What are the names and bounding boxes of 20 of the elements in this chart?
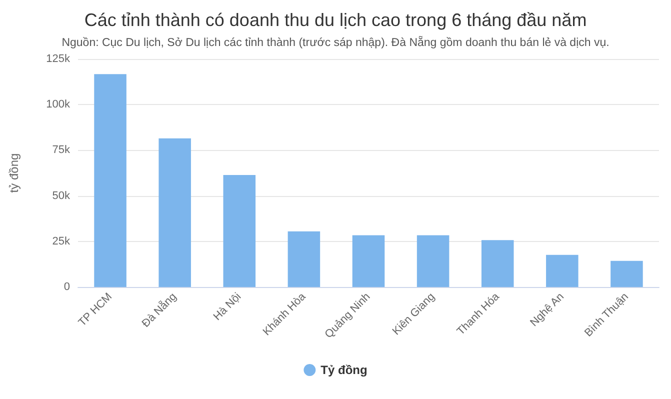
bar xyxy=(610,260,643,287)
y-tick-label: 75k xyxy=(52,144,70,156)
y-tick-label: 125k xyxy=(46,53,70,65)
bar xyxy=(416,235,450,287)
y-tick-label: 100k xyxy=(46,98,70,111)
bar xyxy=(288,231,320,287)
bar xyxy=(352,235,385,287)
bar xyxy=(481,240,514,287)
legend-label: Tỷ đồng xyxy=(320,363,368,377)
y-tick-label: 25k xyxy=(52,235,70,248)
chart-title: Các tỉnh thành có doanh thu du lịch cao trong 6 tháng đầu năm xyxy=(84,10,587,30)
x-tick-label: Hà Nội xyxy=(211,290,244,323)
bar xyxy=(94,74,126,287)
bar xyxy=(223,175,256,287)
y-axis-title: tỷ đồng xyxy=(7,153,21,193)
y-tick-label: 0 xyxy=(64,281,70,293)
bar xyxy=(158,138,191,287)
y-tick-label: 50k xyxy=(52,190,70,202)
bar xyxy=(546,254,578,287)
chart-subtitle: Nguồn: Cục Du lịch, Sở Du lịch các tỉnh thành (trước sáp nhập). Đà Nẵng gồm doanh thu bán lẻ và dịch vụ. xyxy=(62,36,610,49)
